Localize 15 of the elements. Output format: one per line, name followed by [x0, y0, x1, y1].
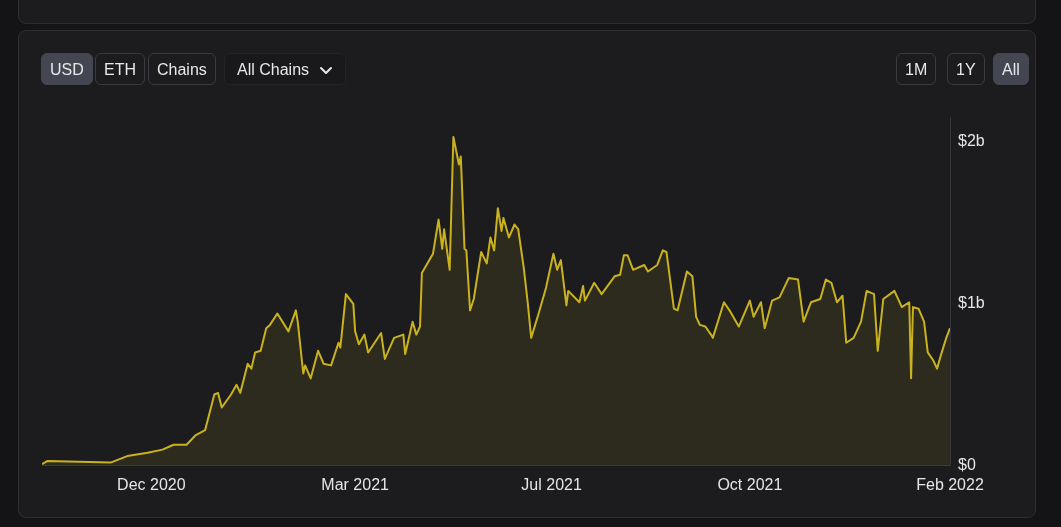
x-tick-label: Dec 2020: [117, 475, 186, 493]
x-tick-label: Mar 2021: [321, 475, 390, 493]
text: 1M: [896, 53, 937, 85]
text: All: [993, 53, 1029, 85]
y-tick-label: $1b: [958, 294, 985, 312]
text: Chains: [148, 53, 216, 85]
text: USD: [41, 53, 93, 85]
text: All Chains: [224, 53, 347, 85]
y-tick-label: $2b: [958, 132, 985, 150]
x-tick-label: Oct 2021: [717, 475, 783, 493]
text: 1Y: [947, 53, 985, 85]
x-tick-label: Feb 2022: [916, 475, 984, 493]
text: ETH: [95, 53, 145, 85]
y-tick-label: $0: [958, 456, 976, 474]
x-tick-label: Jul 2021: [521, 475, 582, 493]
